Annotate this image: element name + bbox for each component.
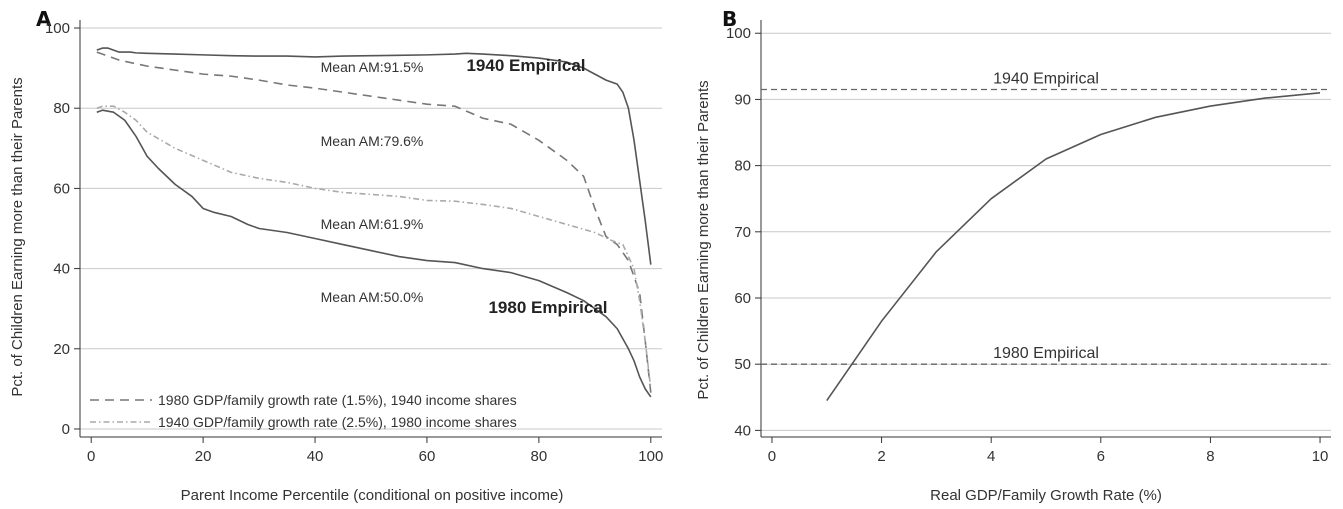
panel-a: A 0 20 40 60 80 100 0 20 40 60 80 100 Mean AM:91.5%… <box>9 7 663 504</box>
panel-a-y-tick-label: 80 <box>53 100 70 117</box>
panel-b-y-axis-title: Pct. of Children Earning more than their… <box>695 80 712 399</box>
panel-a-x-tick-label: 100 <box>638 448 663 465</box>
annotation-mean-1980: Mean AM:50.0% <box>321 289 424 305</box>
panel-b-x-tick-label: 8 <box>1206 448 1214 465</box>
panel-b-y-tick-label: 60 <box>734 290 751 307</box>
panel-a-ticks: 0 20 40 60 80 100 0 20 40 60 80 100 <box>45 20 663 465</box>
annotation-mean-alt1: Mean AM:79.6% <box>321 133 424 149</box>
panel-a-grid <box>80 27 662 430</box>
panel-b-y-tick-label: 80 <box>734 158 751 175</box>
legend-item-dash-dot: 1940 GDP/family growth rate (2.5%), 1980… <box>158 414 517 430</box>
panel-b-series <box>826 92 1321 402</box>
panel-a-y-tick-label: 0 <box>62 421 70 438</box>
panel-b-x-tick-label: 4 <box>987 448 995 465</box>
panel-b-y-tick-label: 70 <box>734 224 751 241</box>
panel-a-series-line <box>96 109 652 398</box>
panel-a-legend: 1980 GDP/family growth rate (1.5%), 1940… <box>90 392 517 430</box>
panel-b-x-axis-title: Real GDP/Family Growth Rate (%) <box>930 487 1162 504</box>
panel-b-reference-lines: 1940 Empirical 1980 Empirical <box>761 71 1331 365</box>
legend-item-dashed: 1980 GDP/family growth rate (1.5%), 1940… <box>158 392 517 408</box>
panel-a-y-tick-label: 60 <box>53 180 70 197</box>
panel-a-x-axis-title: Parent Income Percentile (conditional on… <box>181 487 564 504</box>
panel-a-y-tick-label: 100 <box>45 20 70 37</box>
panel-b-x-tick-label: 10 <box>1312 448 1329 465</box>
panel-a-x-tick-label: 40 <box>307 448 324 465</box>
panel-b-y-tick-label: 40 <box>734 422 751 439</box>
panel-b-letter: B <box>722 7 737 31</box>
panel-b-reference-line-label: 1980 Empirical <box>993 345 1099 362</box>
panel-b-x-tick-label: 6 <box>1097 448 1105 465</box>
panel-a-axes <box>79 20 662 438</box>
panel-b-reference-line-label: 1940 Empirical <box>993 71 1099 88</box>
panel-a-series-line <box>96 47 652 265</box>
panel-a-x-tick-label: 80 <box>531 448 548 465</box>
panel-a-y-tick-label: 40 <box>53 261 70 278</box>
panel-b-x-tick-label: 2 <box>877 448 885 465</box>
panel-a-y-axis-title: Pct. of Children Earning more than their… <box>9 77 26 396</box>
annotation-mean-1940: Mean AM:91.5% <box>321 59 424 75</box>
panel-a-x-tick-label: 20 <box>195 448 212 465</box>
panel-b-ticks: 40 50 60 70 80 90 100 0 2 4 6 8 10 <box>726 25 1328 465</box>
panel-a-x-tick-label: 0 <box>87 448 95 465</box>
panel-a-y-tick-label: 20 <box>53 341 70 358</box>
panel-b-y-tick-label: 50 <box>734 356 751 373</box>
panel-b-y-tick-label: 100 <box>726 25 751 42</box>
panel-a-series <box>96 47 652 398</box>
panel-b-series-line <box>826 92 1321 402</box>
panel-a-x-tick-label: 60 <box>419 448 436 465</box>
annotation-mean-alt2: Mean AM:61.9% <box>321 216 424 232</box>
panel-b-x-tick-label: 0 <box>768 448 776 465</box>
panel-a-letter: A <box>36 7 52 31</box>
annotation-label-1940: 1940 Empirical <box>466 56 585 75</box>
panel-b-y-tick-label: 90 <box>734 91 751 108</box>
annotation-label-1980: 1980 Empirical <box>488 298 607 317</box>
